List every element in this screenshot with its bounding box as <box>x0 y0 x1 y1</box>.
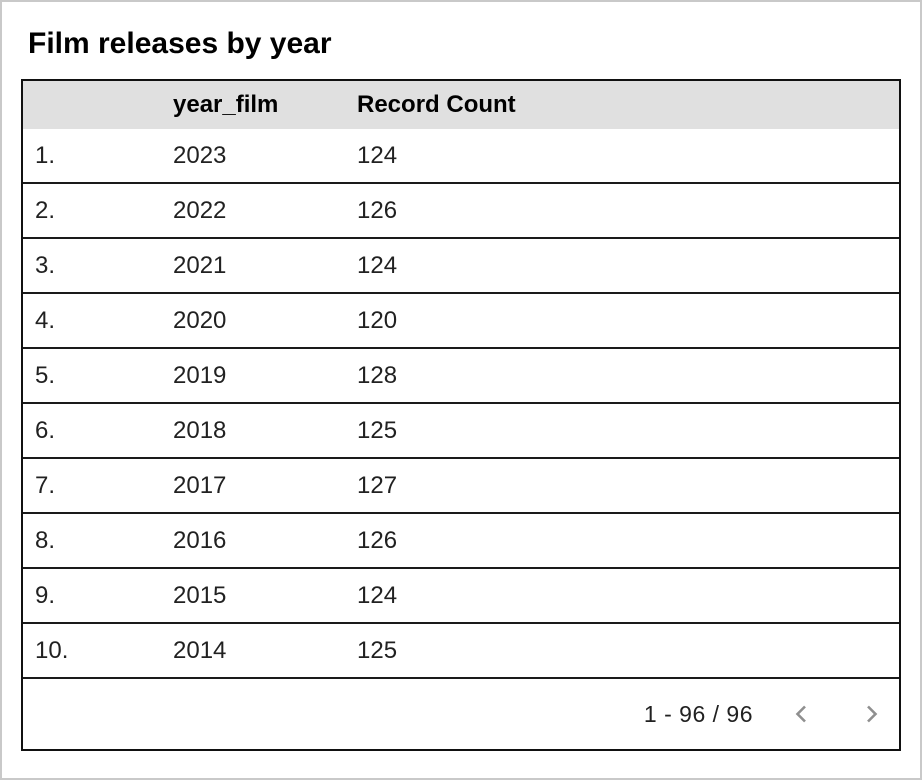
row-index-cell: 2. <box>35 196 56 224</box>
table-row: 4. 2020 120 <box>23 294 899 349</box>
row-index-cell: 9. <box>35 581 56 609</box>
prev-page-button[interactable] <box>789 701 815 727</box>
count-cell: 126 <box>357 196 398 224</box>
year-cell: 2015 <box>173 581 227 609</box>
table-row: 9. 2015 124 <box>23 569 899 624</box>
count-cell: 125 <box>357 416 398 444</box>
year-cell: 2020 <box>173 306 227 334</box>
row-index-cell: 6. <box>35 416 56 444</box>
next-page-button[interactable] <box>858 701 884 727</box>
year-cell: 2022 <box>173 196 227 224</box>
chevron-right-icon <box>859 702 883 726</box>
table-row: 5. 2019 128 <box>23 349 899 404</box>
row-index-cell: 1. <box>35 141 56 169</box>
pagination-range-label: 1 - 96 / 96 <box>643 700 753 727</box>
table-row: 2. 2022 126 <box>23 184 899 239</box>
column-header-record-count[interactable]: Record Count <box>357 91 516 118</box>
table-row: 10. 2014 125 <box>23 624 899 679</box>
year-cell: 2023 <box>173 141 227 169</box>
column-header-year-film[interactable]: year_film <box>173 91 279 118</box>
row-index-cell: 4. <box>35 306 56 334</box>
count-cell: 126 <box>357 526 398 554</box>
count-cell: 127 <box>357 471 398 499</box>
row-index-cell: 3. <box>35 251 56 279</box>
year-cell: 2017 <box>173 471 227 499</box>
table-row: 6. 2018 125 <box>23 404 899 459</box>
table-row: 1. 2023 124 <box>23 129 899 184</box>
row-index-cell: 5. <box>35 361 56 389</box>
year-cell: 2018 <box>173 416 227 444</box>
count-cell: 124 <box>357 141 398 169</box>
count-cell: 125 <box>357 636 398 664</box>
year-cell: 2014 <box>173 636 227 664</box>
year-cell: 2019 <box>173 361 227 389</box>
table-row: 3. 2021 124 <box>23 239 899 294</box>
page-title: Film releases by year <box>28 27 332 60</box>
table-header-row: year_film Record Count <box>23 81 899 129</box>
row-index-cell: 7. <box>35 471 56 499</box>
row-index-cell: 10. <box>35 636 69 664</box>
count-cell: 120 <box>357 306 398 334</box>
count-cell: 124 <box>357 251 398 279</box>
row-index-cell: 8. <box>35 526 56 554</box>
year-cell: 2021 <box>173 251 227 279</box>
count-cell: 124 <box>357 581 398 609</box>
count-cell: 128 <box>357 361 398 389</box>
data-table: year_film Record Count 1. 2023 124 2. 20… <box>21 79 901 751</box>
year-cell: 2016 <box>173 526 227 554</box>
table-row: 8. 2016 126 <box>23 514 899 569</box>
pagination-bar: 1 - 96 / 96 <box>23 679 899 749</box>
table-row: 7. 2017 127 <box>23 459 899 514</box>
chevron-left-icon <box>790 702 814 726</box>
